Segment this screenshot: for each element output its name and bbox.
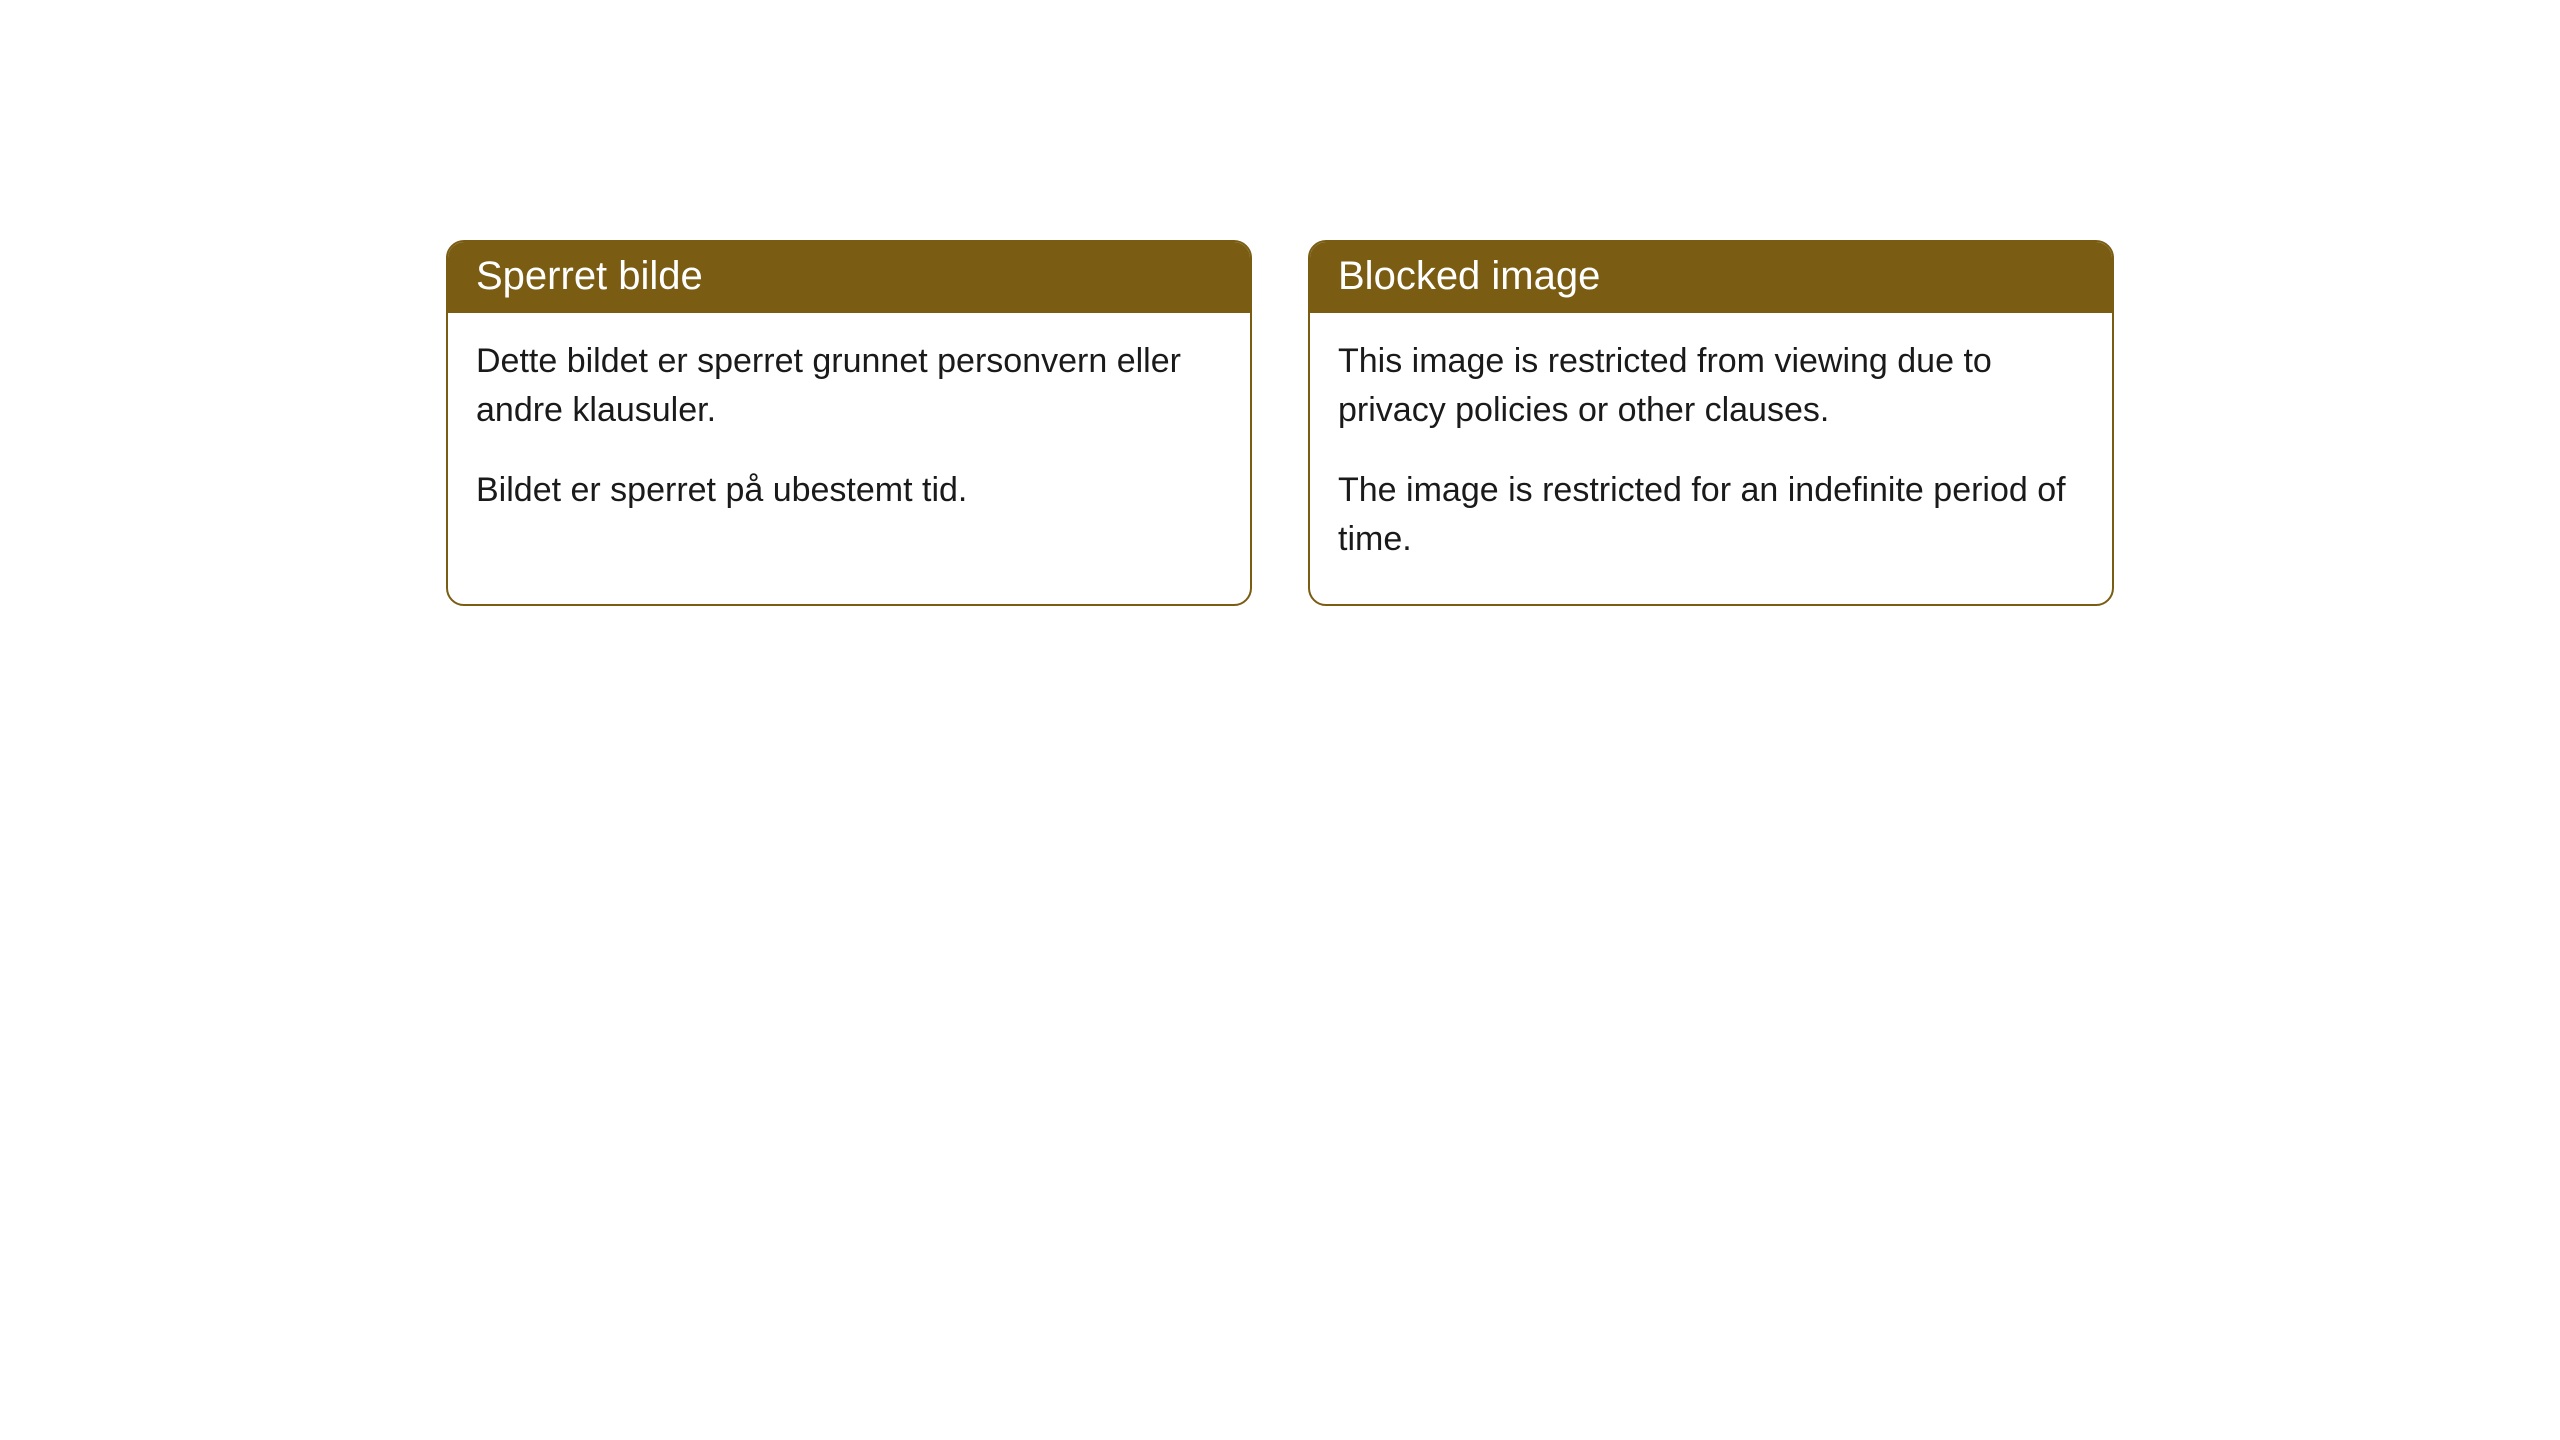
card-body: Dette bildet er sperret grunnet personve…	[448, 313, 1250, 555]
card-paragraph: The image is restricted for an indefinit…	[1338, 466, 2084, 565]
notice-card-norwegian: Sperret bilde Dette bildet er sperret gr…	[446, 240, 1252, 606]
card-paragraph: This image is restricted from viewing du…	[1338, 337, 2084, 436]
card-paragraph: Dette bildet er sperret grunnet personve…	[476, 337, 1222, 436]
card-paragraph: Bildet er sperret på ubestemt tid.	[476, 466, 1222, 515]
notice-cards-container: Sperret bilde Dette bildet er sperret gr…	[0, 240, 2560, 606]
card-body: This image is restricted from viewing du…	[1310, 313, 2112, 604]
card-header-title: Sperret bilde	[448, 242, 1250, 313]
card-header-title: Blocked image	[1310, 242, 2112, 313]
notice-card-english: Blocked image This image is restricted f…	[1308, 240, 2114, 606]
